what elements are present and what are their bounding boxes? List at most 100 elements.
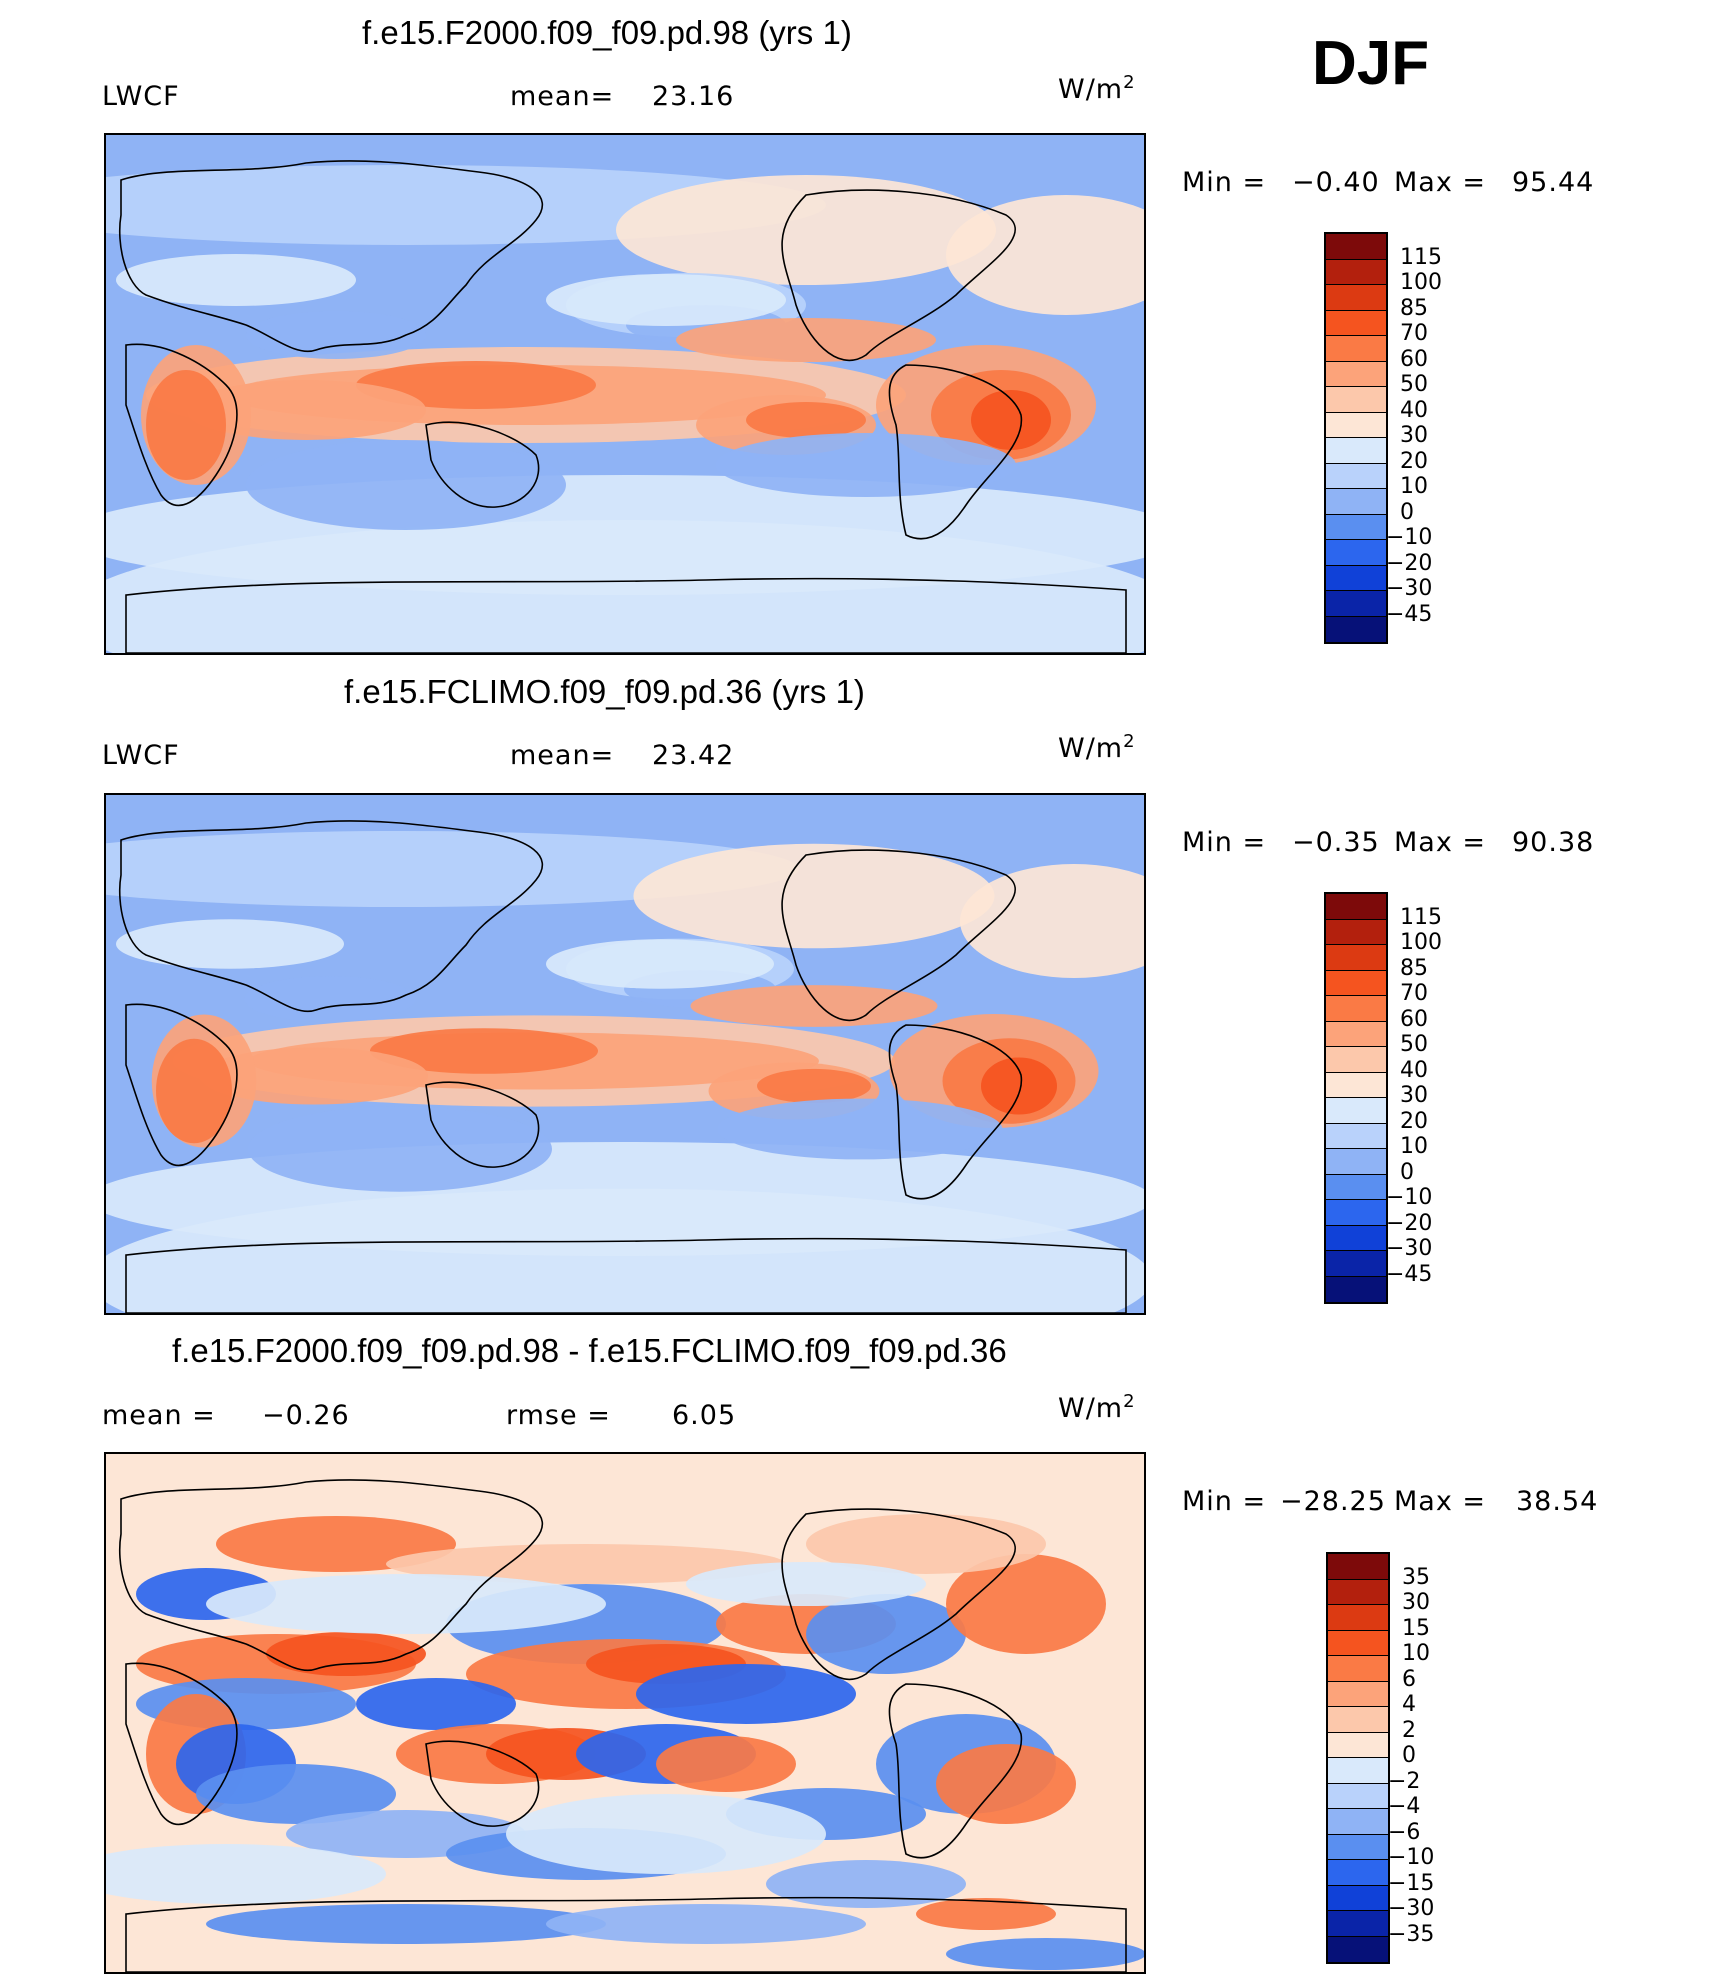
units-text: W/m	[1058, 1393, 1124, 1424]
colorbar-tick-label: −45	[1386, 601, 1433, 627]
contour-region	[106, 1844, 386, 1904]
colorbar-tick-label: 6	[1402, 1666, 1416, 1692]
panel-2-variable: LWCF	[102, 740, 180, 771]
panel-2-min-value: −0.35	[1292, 827, 1380, 858]
colorbar-tick-label: 35	[1402, 1564, 1430, 1590]
colorbar-box	[1328, 1554, 1388, 1580]
colorbar-tick-label: 20	[1400, 1108, 1428, 1134]
colorbar-box	[1326, 540, 1386, 566]
colorbar-box	[1326, 1149, 1386, 1175]
contour-region	[916, 1898, 1056, 1930]
coastline	[888, 364, 1023, 540]
colorbar-box	[1326, 1174, 1386, 1200]
panel-1-max-value: 95.44	[1512, 167, 1595, 198]
contour-region	[946, 195, 1144, 315]
colorbar-box	[1326, 996, 1386, 1022]
colorbar-box	[1328, 1656, 1388, 1682]
units-superscript: 2	[1123, 731, 1136, 752]
panel-2-mean-label: mean=	[510, 740, 615, 771]
contour-region	[206, 1574, 606, 1634]
contour-region	[686, 1562, 926, 1606]
colorbar-tick-label: 70	[1400, 981, 1428, 1006]
panel-2-mean-value: 23.42	[652, 740, 735, 771]
panel-2-colorbar	[1324, 892, 1388, 1304]
colorbar-tick-label: 115	[1400, 244, 1442, 270]
colorbar-tick-label: 20	[1400, 448, 1428, 474]
colorbar-box	[1326, 1072, 1386, 1098]
colorbar-box	[1326, 1225, 1386, 1251]
panel-3-min-label: Min =	[1182, 1486, 1267, 1517]
colorbar-tick-label: −10	[1386, 525, 1433, 550]
panel-2-title: f.e15.FCLIMO.f09_f09.pd.36 (yrs 1)	[344, 673, 865, 710]
units-superscript: 2	[1123, 72, 1136, 93]
contour-region	[506, 1794, 826, 1874]
contour-region	[248, 1106, 552, 1192]
contour-region	[946, 1554, 1106, 1654]
colorbar-box	[1328, 1860, 1388, 1886]
coastline	[118, 160, 543, 353]
coastline	[125, 1662, 238, 1826]
colorbar-box	[1328, 1758, 1388, 1784]
colorbar-box	[1326, 1098, 1386, 1124]
colorbar-box	[1326, 310, 1386, 336]
colorbar-tick-label: −2	[1388, 1768, 1421, 1794]
coastline	[888, 1024, 1023, 1200]
colorbar-tick-label: 40	[1400, 397, 1428, 423]
colorbar-tick-label: −20	[1386, 1210, 1433, 1236]
contour-region	[690, 985, 938, 1027]
colorbar-tick-label: 0	[1402, 1743, 1416, 1768]
colorbar-tick-label: 115	[1400, 904, 1442, 930]
contour-region	[616, 175, 996, 285]
colorbar-box	[1328, 1605, 1388, 1631]
colorbar-box	[1326, 1276, 1386, 1302]
units-text: W/m	[1058, 733, 1124, 764]
panel-3-mean-value: −0.26	[262, 1400, 350, 1431]
season-label: DJF	[1312, 29, 1430, 98]
colorbar-tick-label: 0	[1400, 499, 1414, 525]
colorbar-box	[1326, 489, 1386, 515]
panel-3-min-value: −28.25	[1280, 1486, 1386, 1517]
contour-region	[676, 318, 936, 362]
colorbar-tick-label: 0	[1400, 1159, 1414, 1185]
panel-1-map-field	[106, 135, 1144, 653]
colorbar-tick-label: 60	[1400, 1006, 1428, 1032]
colorbar-box	[1326, 259, 1386, 285]
coastline	[118, 1479, 543, 1672]
colorbar-tick-label: −45	[1386, 1261, 1433, 1287]
colorbar-box	[1328, 1809, 1388, 1835]
contour-region	[116, 919, 344, 969]
colorbar-box	[1326, 1047, 1386, 1073]
panel-3-max-label: Max =	[1394, 1486, 1487, 1517]
contour-region	[244, 976, 416, 1022]
colorbar-box	[1328, 1707, 1388, 1733]
coastline	[425, 1740, 540, 1827]
panel-3-max-value: 38.54	[1516, 1486, 1599, 1517]
colorbar-tick-label: −30	[1386, 1236, 1433, 1261]
panel-3-units: W/m2	[1058, 1391, 1136, 1424]
panel-1-max-label: Max =	[1394, 167, 1487, 198]
coastline	[125, 1896, 1127, 1972]
contour-region	[370, 1028, 598, 1074]
colorbar-box	[1326, 387, 1386, 413]
panel-3-rmse-value: 6.05	[672, 1400, 737, 1431]
panel-2-map-field	[106, 795, 1144, 1313]
colorbar-box	[1328, 1630, 1388, 1656]
panel-1-units: W/m2	[1058, 72, 1136, 105]
panel-1-min-value: −0.40	[1292, 167, 1380, 198]
contour-region	[981, 1057, 1057, 1115]
colorbar-box	[1328, 1885, 1388, 1911]
colorbar-box	[1326, 1123, 1386, 1149]
colorbar-tick-label: 30	[1400, 423, 1428, 448]
colorbar-box	[1326, 1251, 1386, 1277]
colorbar-tick-label: −30	[1386, 576, 1433, 601]
units-text: W/m	[1058, 74, 1124, 105]
panel-2-units: W/m2	[1058, 731, 1136, 764]
colorbar-box	[1328, 1834, 1388, 1860]
colorbar-tick-label: −10	[1386, 1185, 1433, 1210]
colorbar-box	[1328, 1681, 1388, 1707]
panel-1-mean-label: mean=	[510, 81, 615, 112]
contour-region	[546, 1904, 866, 1944]
colorbar-box	[1328, 1783, 1388, 1809]
contour-region	[246, 311, 426, 359]
contour-region	[156, 1038, 232, 1144]
